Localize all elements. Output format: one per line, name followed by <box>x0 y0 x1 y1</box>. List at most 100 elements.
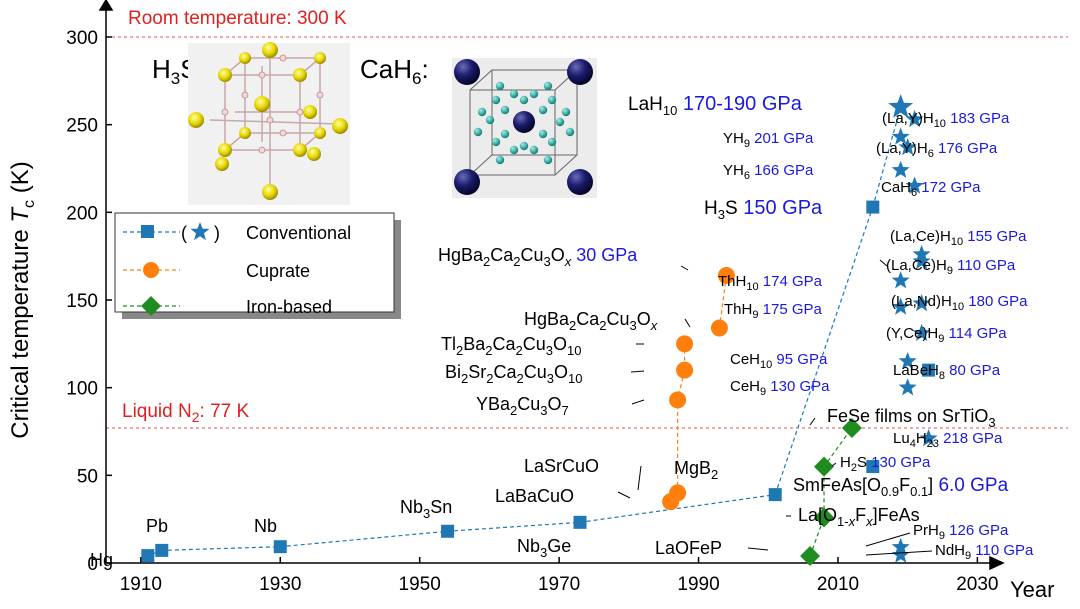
legend-circle-marker <box>143 262 159 278</box>
marker-la-o1-xfx-feas <box>814 507 835 528</box>
marker-lu4h23-218-gpa <box>919 429 938 447</box>
y-tick-label: 200 <box>66 203 98 224</box>
marker-la-ce-h9-110-gpa <box>912 251 931 270</box>
label-ndh9: NdH9 110 GPa <box>935 542 1034 562</box>
label-yh6: YH6 166 GPa <box>723 162 814 182</box>
x-tick-label: 1950 <box>399 574 441 595</box>
conventional-line-lah10 <box>872 106 902 208</box>
marker-tl2ba2ca2cu3o10 <box>676 335 694 353</box>
label-la-y-h10: (La,Y)H10 183 GPa <box>882 110 1010 130</box>
h3s-inset: H3S: <box>152 42 350 205</box>
label-thh9: ThH9 175 GPa <box>724 301 823 321</box>
label-ceh10: CeH10 95 GPa <box>730 351 828 371</box>
marker-yh9-201-gpa <box>891 127 910 145</box>
marker-nb <box>273 540 287 554</box>
cah6-inset: CaH6: <box>360 54 597 198</box>
marker-mgb2 <box>768 488 782 502</box>
conventional-line-h3s <box>774 206 874 495</box>
label-yba2cu3o7: YBa2Cu3O7 <box>476 394 569 418</box>
leader-lines <box>617 259 933 556</box>
label-nb: Nb <box>254 516 277 536</box>
marker-yh6-166-gpa <box>891 160 910 178</box>
marker-hgba2ca2cu3ox-30-gpa <box>717 266 735 284</box>
y-tick-label: 150 <box>66 291 98 312</box>
conventional-line <box>147 494 776 557</box>
marker-lasrcuo <box>669 484 687 502</box>
x-tick-label: 2030 <box>956 574 998 595</box>
label-hg: Hg <box>90 550 113 570</box>
marker-la-nd-h10-180-gpa <box>912 294 931 312</box>
marker-la-y-h10-183-gpa <box>905 109 924 128</box>
x-tick-label: 1910 <box>120 574 162 595</box>
label-la-o-f-feas: La[O1-xFx]FeAs <box>798 505 920 529</box>
label-bi2212: Bi2Sr2Ca2Cu3O10 <box>445 362 582 386</box>
marker-nb3ge <box>573 515 587 529</box>
y-tick-label: 100 <box>66 379 98 400</box>
x-axis-label: Year <box>1010 577 1054 602</box>
y-tick-label: 50 <box>77 466 98 487</box>
point-labels: Hg Pb Nb Nb3Sn Nb3Ge MgB2 LaBaCuO LaSrCu… <box>90 93 1034 570</box>
label-tl2223: Tl2Ba2Ca2Cu3O10 <box>441 334 581 358</box>
label-hg1223: HgBa2Ca2Cu3Ox <box>524 309 658 333</box>
x-tick-label: 2010 <box>817 574 859 595</box>
marker-la-y-h6-176-gpa <box>898 138 917 156</box>
svg-text:): ) <box>214 223 220 243</box>
legend: ( ) Conventional Cuprate Iron-based <box>114 212 401 319</box>
label-la-ce-h10: (La,Ce)H10 155 GPa <box>890 228 1027 248</box>
marker-ceh10-95-gpa <box>898 351 917 370</box>
label-mgb2: MgB2 <box>674 458 718 482</box>
label-la-nd-h10: (La,Nd)H10 180 GPa <box>891 293 1028 313</box>
legend-star-marker <box>190 222 210 241</box>
legend-diamond-marker <box>141 296 161 316</box>
label-yh9: YH9 201 GPa <box>723 130 814 150</box>
label-labacuo: LaBaCuO <box>495 486 574 506</box>
marker-fese-films-on-srtio3 <box>841 417 862 438</box>
marker-hgba2ca2cu3ox <box>710 319 728 337</box>
marker-lah10-170-190-gpa <box>888 94 914 118</box>
label-nb3sn: Nb3Sn <box>400 497 452 521</box>
marker-h3s-150-gpa <box>866 200 880 214</box>
marker-pb <box>155 543 169 557</box>
marker-thh10-174-gpa <box>891 271 910 289</box>
label-y-ce-h9: (Y,Ce)H9 114 GPa <box>886 325 1007 345</box>
y-axis-label: Critical temperature Tc (K) <box>7 161 38 438</box>
y-tick-label: 0 <box>87 554 98 575</box>
marker-thh9-175-gpa <box>891 297 910 315</box>
x-tick-label: 1990 <box>677 574 719 595</box>
label-lah10: LaH10 170-190 GPa <box>628 93 803 118</box>
marker-yba2cu3o7 <box>669 391 687 409</box>
marker-ceh9-130-gpa <box>898 378 917 396</box>
y-tick-label: 250 <box>66 116 98 137</box>
label-h2s: H2S 130 GPa <box>840 454 931 474</box>
legend-square-marker <box>141 225 154 238</box>
axes <box>98 0 1005 571</box>
label-thh10: ThH10 174 GPa <box>718 273 823 293</box>
label-smfeas: SmFeAs[O0.9F0.1] 6.0 GPa <box>793 475 1009 499</box>
iron-based-line <box>809 427 853 557</box>
x-tick-label: 1970 <box>538 574 580 595</box>
legend-iron-based: Iron-based <box>246 297 332 317</box>
cuprate-line-b <box>677 343 686 493</box>
room-temp-label: Room temperature: 300 K <box>128 8 347 29</box>
label-la-y-h6: (La,Y)H6 176 GPa <box>876 140 998 160</box>
label-ceh9: CeH9 130 GPa <box>730 378 830 398</box>
marker-cah6-172-gpa <box>905 176 924 194</box>
marker-nb3sn <box>441 524 455 538</box>
label-hg1223-30gpa: HgBa2Ca2Cu3Ox 30 GPa <box>438 245 638 269</box>
marker-y-ce-h9-114-gpa <box>912 323 931 341</box>
marker-hg <box>141 549 155 563</box>
label-nb3ge: Nb3Ge <box>517 536 571 560</box>
legend-conventional: Conventional <box>246 223 351 243</box>
marker-bi2sr2ca2cu3o10 <box>676 361 694 379</box>
label-pb: Pb <box>146 516 168 536</box>
marker-labeh8-80-gpa <box>922 363 936 377</box>
cuprate-line-c <box>718 275 728 329</box>
marker-ndh9-110-gpa <box>891 545 910 563</box>
liquid-n2-label: Liquid N2: 77 K <box>122 401 249 425</box>
label-lasrcuo: LaSrCuO <box>524 456 599 476</box>
svg-text:CaH6:: CaH6: <box>360 54 429 88</box>
x-tick-label: 1930 <box>259 574 301 595</box>
marker-laofep <box>800 545 821 566</box>
svg-text:(: ( <box>181 223 187 243</box>
